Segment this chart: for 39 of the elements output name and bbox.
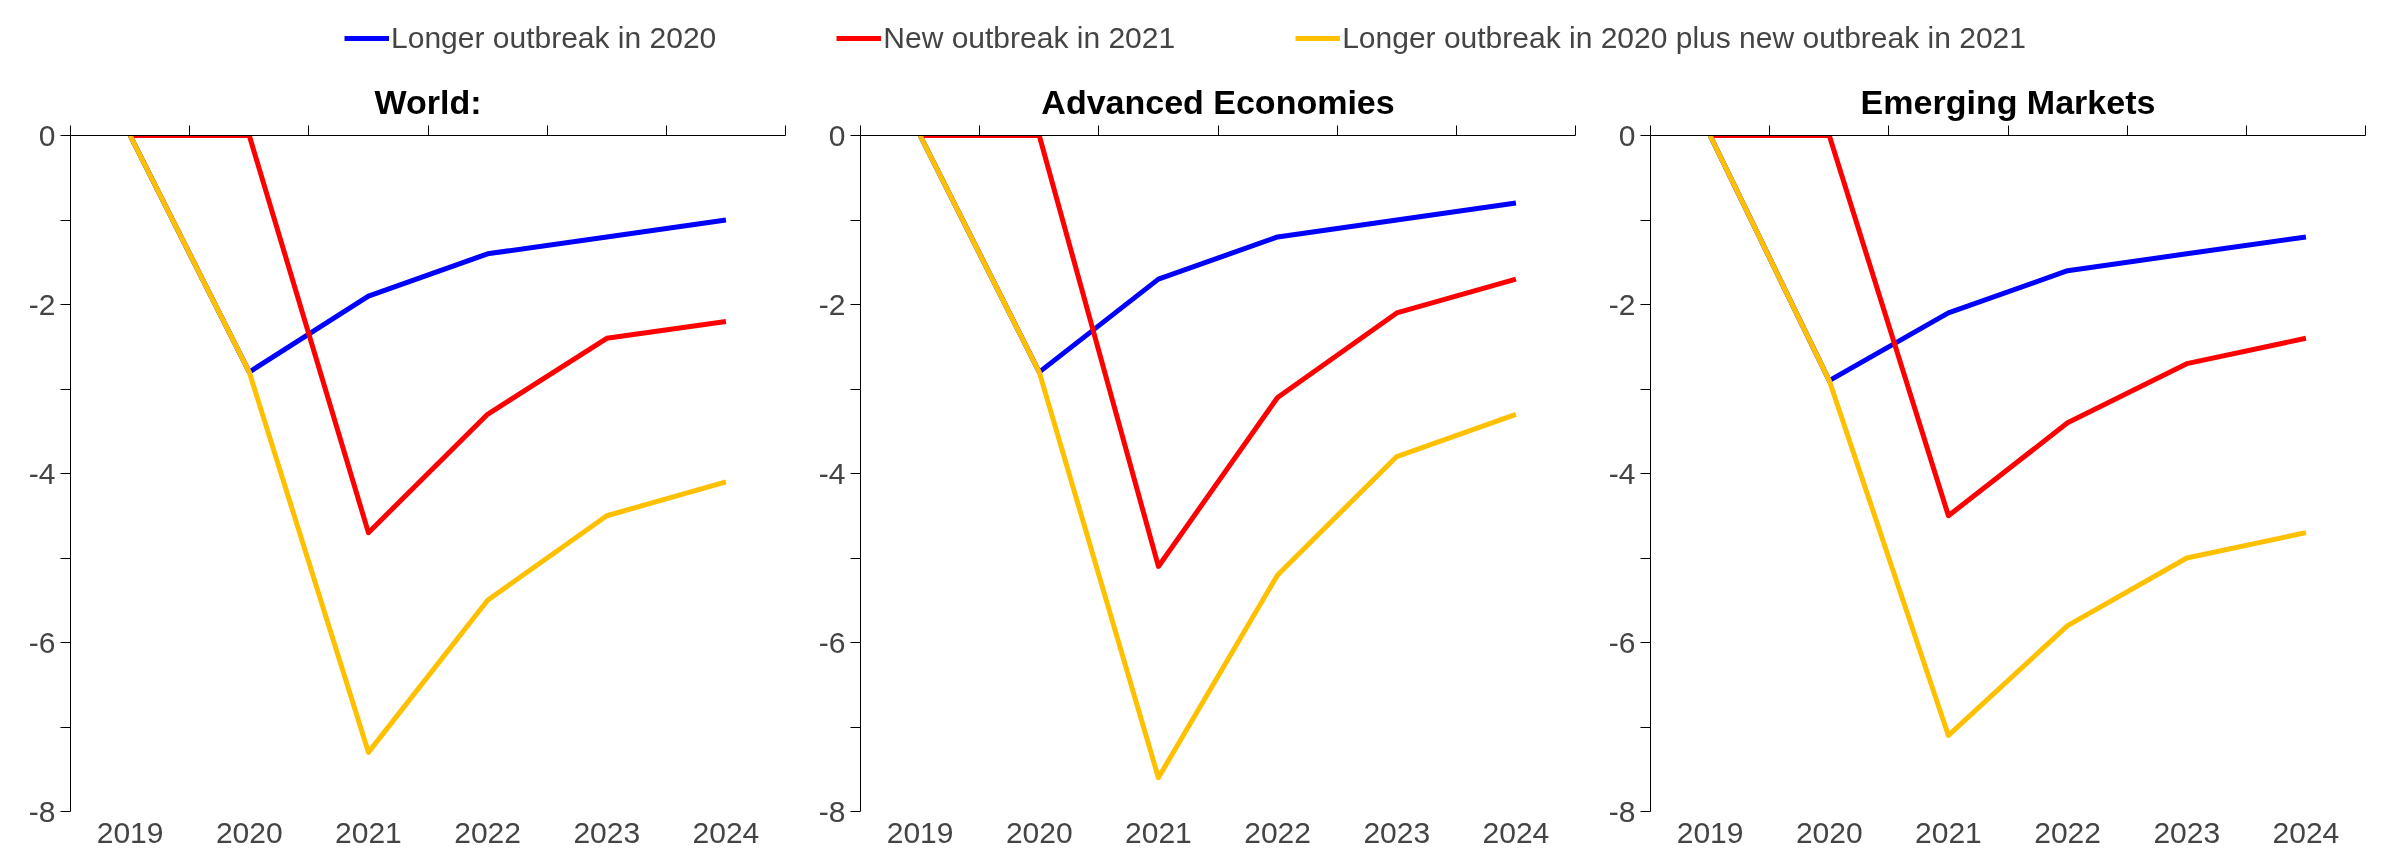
x-tick-label: 2022: [2034, 815, 2101, 849]
chart-title: Advanced Economies: [1041, 82, 1395, 121]
x-tick-label: 2020: [215, 815, 283, 849]
y-tick-label: -2: [1608, 287, 1636, 321]
x-tick-label: 2020: [1795, 815, 1863, 849]
x-tick-label: 2024: [1482, 815, 1550, 849]
x-tick-label: 2024: [692, 815, 760, 849]
x-tick-label: 2021: [1125, 815, 1192, 849]
y-tick-label: -4: [28, 456, 56, 490]
x-tick-label: 2022: [454, 815, 521, 849]
x-tick-label: 2019: [886, 815, 954, 849]
y-tick-label: -6: [1608, 625, 1636, 659]
y-tick-label: -4: [818, 456, 846, 490]
y-tick-label: 0: [38, 118, 56, 152]
x-tick-label: 2023: [2153, 815, 2221, 849]
y-tick-label: 0: [1618, 118, 1636, 152]
legend-label: Longer outbreak in 2020: [391, 20, 717, 55]
x-tick-label: 2023: [573, 815, 641, 849]
y-tick-label: -2: [28, 287, 56, 321]
legend-label: Longer outbreak in 2020 plus new outbreak in 2021: [1342, 20, 2026, 55]
x-tick-label: 2021: [1915, 815, 1982, 849]
x-tick-label: 2024: [2272, 815, 2340, 849]
chart-title: World:: [374, 82, 482, 121]
y-tick-label: -8: [1608, 794, 1636, 828]
x-tick-label: 2022: [1244, 815, 1311, 849]
y-tick-label: 0: [828, 118, 846, 152]
x-tick-label: 2019: [1676, 815, 1744, 849]
x-tick-label: 2020: [1005, 815, 1073, 849]
y-tick-label: -6: [28, 625, 56, 659]
y-tick-label: -8: [818, 794, 846, 828]
legend-label: New outbreak in 2021: [883, 20, 1176, 55]
y-tick-label: -8: [28, 794, 56, 828]
x-tick-label: 2021: [335, 815, 402, 849]
x-tick-label: 2023: [1363, 815, 1431, 849]
y-tick-label: -6: [818, 625, 846, 659]
y-tick-label: -4: [1608, 456, 1636, 490]
y-tick-label: -2: [818, 287, 846, 321]
chart-title: Emerging Markets: [1860, 82, 2156, 121]
x-tick-label: 2019: [96, 815, 164, 849]
